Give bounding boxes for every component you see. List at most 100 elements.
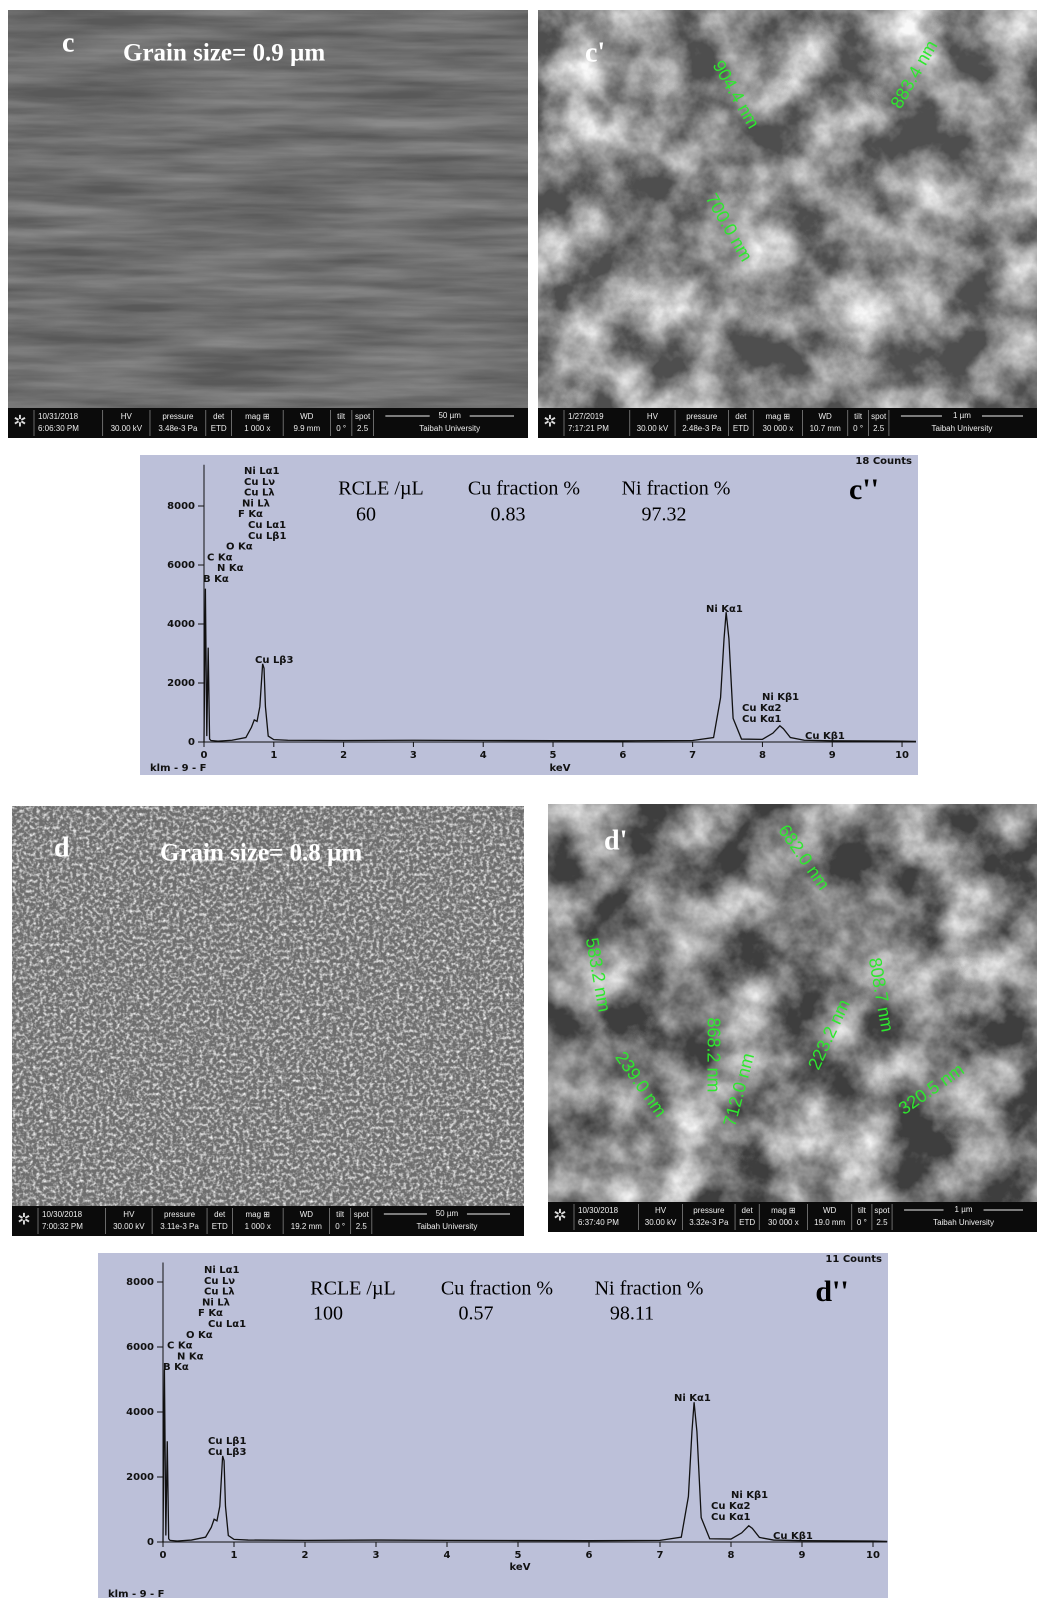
sample-label: klm - 9 - F [108, 1589, 165, 1598]
bar-field-value: 19.2 mm [291, 1222, 322, 1231]
element-label: B Kα [203, 574, 229, 585]
element-label: Ni Lλ [242, 498, 271, 509]
bar-field-value: 0 ° [857, 1218, 867, 1227]
bar-field-label: spot [871, 412, 887, 421]
bar-time: 6:06:30 PM [38, 424, 79, 433]
bar-field-label: det [213, 412, 225, 421]
scale-label: 50 µm [438, 411, 461, 420]
bar-field-value: 1 000 x [244, 424, 270, 433]
bar-field-value: 2.5 [357, 424, 369, 433]
element-label: Cu Lν [204, 1276, 235, 1287]
bar-field-value: 2.48e-3 Pa [682, 424, 722, 433]
bar-field-value: 1 000 x [245, 1222, 271, 1231]
x-tick-label: 10 [866, 1550, 880, 1561]
x-tick-label: 4 [480, 750, 487, 761]
element-label: C Kα [207, 552, 233, 563]
element-label: Ni Lα1 [204, 1265, 240, 1276]
bar-field-value: ETD [733, 424, 749, 433]
y-tick-label: 8000 [126, 1277, 154, 1288]
y-tick-label: 4000 [167, 619, 195, 630]
bar-field-value: 3.11e-3 Pa [160, 1222, 199, 1231]
peak-label: Cu Lβ3 [208, 1447, 246, 1458]
composition-value: 98.11 [610, 1303, 654, 1325]
x-tick-label: 6 [619, 750, 626, 761]
bar-field-value: 0 ° [335, 1222, 345, 1231]
x-tick-label: 3 [373, 1550, 380, 1561]
element-label: Cu Lν [244, 477, 275, 488]
element-label: N Kα [177, 1351, 204, 1362]
element-label: O Kα [186, 1330, 213, 1341]
institution: Taibah University [416, 1222, 477, 1231]
bar-field-label: pressure [686, 412, 718, 421]
peak-label: Cu Lβ3 [255, 655, 293, 666]
bar-field-label: pressure [693, 1206, 725, 1215]
bar-field-label: WD [300, 1210, 314, 1219]
peak-label: Cu Kβ1 [805, 731, 845, 742]
peak-label: Cu Kα1 [711, 1512, 751, 1523]
panel-label: c' [585, 37, 605, 68]
scale-label: 50 µm [436, 1209, 459, 1218]
bar-field-label: spot [354, 1210, 370, 1219]
bar-field-label: spot [355, 412, 371, 421]
y-tick-label: 4000 [126, 1407, 154, 1418]
bar-field-label: HV [647, 412, 659, 421]
y-tick-label: 0 [188, 737, 195, 748]
peak-label: Cu Kα2 [742, 703, 782, 714]
bar-field-label: det [735, 412, 747, 421]
composition-header: Cu fraction % [441, 1278, 553, 1300]
bar-time: 7:17:21 PM [568, 424, 609, 433]
bar-field-label: spot [874, 1206, 890, 1215]
bar-field-value: 30 000 x [763, 424, 794, 433]
bar-field-label: WD [819, 412, 833, 421]
y-tick-label: 0 [147, 1537, 154, 1548]
bar-field-value: 2.5 [356, 1222, 368, 1231]
bar-time: 7:00:32 PM [42, 1222, 83, 1231]
element-label: Ni Lα1 [244, 466, 280, 477]
peak-label: Ni Kα1 [706, 604, 743, 615]
bar-field-value: 9.9 mm [293, 424, 320, 433]
counts-label: 18 Counts [855, 456, 912, 467]
element-label: Cu Lλ [244, 488, 275, 499]
peak-label: Cu Kα2 [711, 1501, 751, 1512]
bar-field-value: 30.00 kV [111, 424, 143, 433]
bar-field-value: 30.00 kV [637, 424, 669, 433]
bar-field-label: HV [655, 1206, 667, 1215]
element-label: F Kα [238, 509, 263, 520]
x-tick-label: 6 [586, 1550, 593, 1561]
sample-label: klm - 9 - F [150, 763, 207, 774]
institution: Taibah University [933, 1218, 994, 1227]
spectrum-label: c'' [849, 473, 879, 506]
composition-header: Cu fraction % [468, 478, 580, 500]
y-tick-label: 2000 [126, 1472, 154, 1483]
x-tick-label: 5 [550, 750, 557, 761]
measurement-label: 868.2 nm [703, 1017, 723, 1092]
bar-field-label: tilt [854, 412, 863, 421]
peak-label: Ni Kβ1 [762, 692, 799, 703]
element-label: C Kα [167, 1341, 193, 1352]
sem-texture [548, 804, 1037, 1202]
y-tick-label: 6000 [126, 1342, 154, 1353]
x-tick-label: 9 [799, 1550, 806, 1561]
y-tick-label: 6000 [167, 560, 195, 571]
bar-date: 10/31/2018 [38, 412, 79, 421]
bar-field-label: pressure [162, 412, 194, 421]
composition-value: 60 [356, 504, 376, 526]
composition-header: Ni fraction % [622, 478, 731, 500]
bar-field-value: 3.48e-3 Pa [158, 424, 198, 433]
x-tick-label: 3 [410, 750, 417, 761]
x-axis-label: keV [510, 1562, 531, 1573]
element-label: N Kα [217, 563, 244, 574]
x-tick-label: 2 [340, 750, 347, 761]
bar-field-label: mag ⊞ [245, 412, 270, 421]
y-tick-label: 2000 [167, 678, 195, 689]
institution: Taibah University [932, 424, 993, 433]
x-tick-label: 1 [231, 1550, 238, 1561]
bar-field-value: 10.7 mm [810, 424, 841, 433]
x-tick-label: 5 [515, 1550, 522, 1561]
bar-field-value: 2.5 [873, 424, 885, 433]
x-tick-label: 2 [302, 1550, 309, 1561]
bar-field-value: ETD [211, 424, 227, 433]
x-tick-label: 8 [728, 1550, 735, 1561]
bar-field-value: ETD [739, 1218, 755, 1227]
element-label: Cu Lα1 [208, 1319, 246, 1330]
